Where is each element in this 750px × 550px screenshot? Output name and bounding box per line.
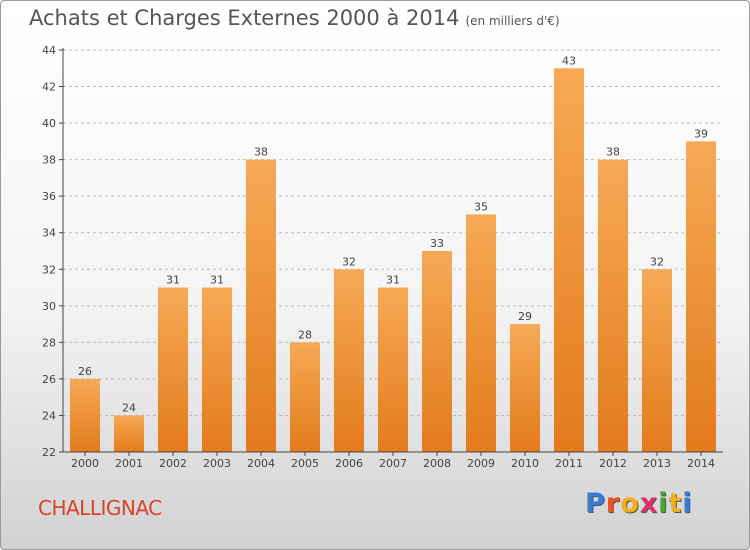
bar-value-label: 32 [342,255,356,268]
bar-value-label: 31 [210,274,224,287]
chart-title: Achats et Charges Externes 2000 à 2014 (e… [29,6,560,30]
x-tick-label: 2000 [71,457,99,470]
bar [378,287,408,452]
y-tick-label: 40 [42,117,56,130]
bar [686,141,716,452]
x-tick-label: 2008 [423,457,451,470]
bar [70,378,100,452]
bar [554,68,584,452]
bar-value-label: 24 [122,401,136,414]
x-tick-label: 2009 [467,457,495,470]
x-tick-label: 2006 [335,457,363,470]
x-tick-label: 2001 [115,457,143,470]
x-tick-label: 2005 [291,457,319,470]
bar [510,324,540,452]
bar [642,269,672,452]
y-tick-label: 44 [42,44,56,57]
proxiti-logo[interactable]: Proxiti [585,488,693,519]
bar [114,415,144,452]
logo-letter: o [620,488,640,519]
x-tick-label: 2004 [247,457,275,470]
bar [246,159,276,453]
x-tick-label: 2007 [379,457,407,470]
bar-value-label: 31 [386,274,400,287]
bar-value-label: 29 [518,310,532,323]
bars: 26 24 31 31 38 28 32 31 33 35 29 43 38 32 39 [70,54,716,453]
y-tick-label: 24 [42,409,56,422]
logo-letter: i [658,488,669,519]
y-tick-label: 26 [42,373,56,386]
x-tick-label: 2011 [555,457,583,470]
logo-letter: P [585,488,606,519]
bar [202,287,232,452]
chart-title-text: Achats et Charges Externes 2000 à 2014 [29,6,460,30]
x-tick-label: 2013 [643,457,671,470]
x-tick-label: 2010 [511,457,539,470]
bar-value-label: 33 [430,237,444,250]
y-tick-label: 22 [42,446,56,459]
bar [290,342,320,452]
y-tick-label: 32 [42,263,56,276]
y-tick-label: 36 [42,190,56,203]
y-tick-label: 28 [42,336,56,349]
commune-name: CHALLIGNAC [38,496,162,520]
y-tick-label: 38 [42,154,56,167]
axes: 22 24 26 28 30 32 34 36 38 40 42 44 2000 2001 2002 2003… [42,44,723,470]
y-tick-label: 42 [42,81,56,94]
bar [422,251,452,452]
y-tick-label: 30 [42,300,56,313]
logo-letter: t [668,488,683,519]
bar-value-label: 38 [254,146,268,159]
bar [158,287,188,452]
chart-unit: (en milliers d'€) [465,14,560,28]
bar-value-label: 38 [606,146,620,159]
bar [334,269,364,452]
bar-value-label: 28 [298,328,312,341]
bar-value-label: 35 [474,200,488,213]
x-tick-label: 2014 [687,457,715,470]
bar [466,214,496,452]
bar-value-label: 43 [562,54,576,67]
x-tick-label: 2002 [159,457,187,470]
logo-letter: i [682,488,693,519]
logo-letter: x [639,488,659,519]
y-tick-label: 34 [42,227,56,240]
bar [598,159,628,453]
bar-value-label: 39 [694,127,708,140]
bar-value-label: 31 [166,274,180,287]
bar-value-label: 32 [650,255,664,268]
bar-value-label: 26 [78,365,92,378]
x-tick-label: 2003 [203,457,231,470]
logo-letter: r [605,488,621,519]
x-tick-label: 2012 [599,457,627,470]
